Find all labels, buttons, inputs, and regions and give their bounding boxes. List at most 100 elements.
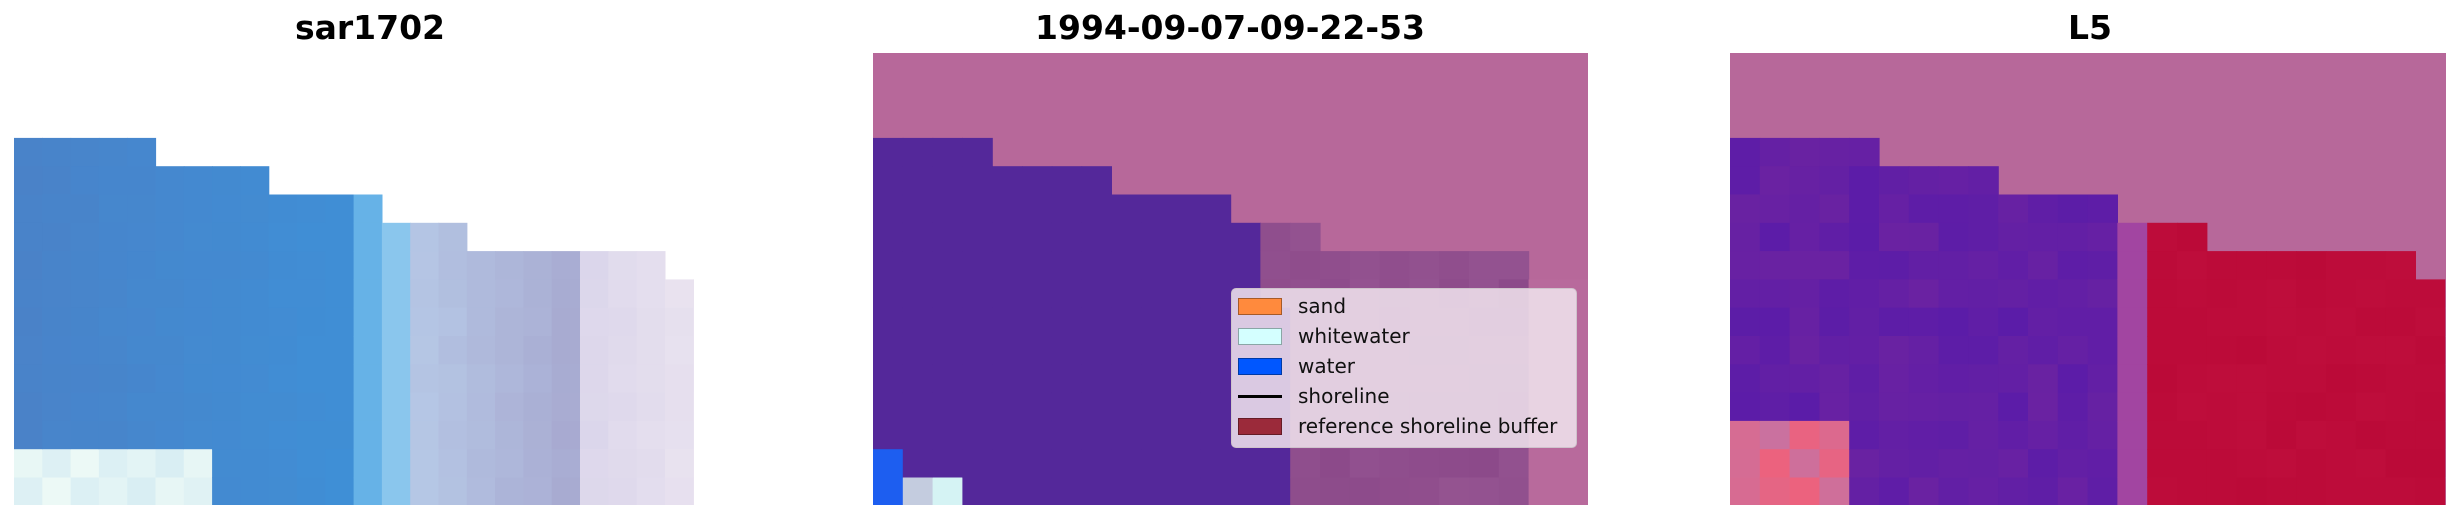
image-pixel: [962, 137, 993, 167]
image-pixel: [438, 449, 468, 479]
image-pixel: [1171, 449, 1202, 479]
image-pixel: [608, 420, 638, 450]
image-pixel: [2326, 364, 2357, 394]
image-pixel: [1879, 477, 1910, 505]
image-pixel: [2117, 222, 2148, 252]
image-pixel: [212, 477, 241, 505]
image-pixel: [2177, 477, 2208, 505]
image-pixel: [636, 392, 666, 422]
image-pixel: [2326, 477, 2357, 505]
image-pixel: [2385, 420, 2416, 450]
image-pixel: [2087, 307, 2118, 337]
image-pixel: [1789, 194, 1820, 224]
image-pixel: [992, 307, 1023, 337]
image-pixel: [551, 392, 581, 422]
image-pixel: [1469, 477, 1500, 505]
image-pixel: [1290, 251, 1321, 280]
image-pixel: [268, 477, 298, 505]
image-pixel: [1968, 392, 1999, 422]
image-pixel: [1879, 194, 1910, 224]
legend: sand whitewater water shoreline referenc…: [1231, 288, 1577, 448]
image-pixel: [2266, 477, 2297, 505]
image-pixel: [2177, 307, 2208, 337]
image-pixel: [1111, 251, 1142, 280]
image-pixel: [1111, 364, 1142, 394]
image-pixel: [1051, 364, 1083, 394]
image-pixel: [240, 336, 270, 365]
image-pixel: [1141, 392, 1172, 422]
image-pixel: [1938, 449, 1969, 479]
image-pixel: [1141, 449, 1172, 479]
image-pixel: [1759, 251, 1791, 280]
image-pixel: [1051, 420, 1083, 450]
image-pixel: [127, 166, 157, 196]
image-pixel: [693, 392, 694, 422]
image-pixel: [42, 166, 72, 196]
image-pixel: [932, 392, 963, 422]
image-pixel: [2028, 477, 2059, 505]
image-pixel: [636, 364, 666, 394]
image-pixel: [2415, 449, 2446, 479]
image-pixel: [155, 307, 185, 337]
image-pixel: [70, 307, 100, 337]
image-pixel: [2028, 392, 2059, 422]
image-pixel: [1879, 307, 1910, 337]
image-pixel: [1111, 194, 1142, 224]
image-pixel: [1968, 279, 1999, 309]
image-pixel: [1968, 336, 1999, 365]
image-pixel: [1558, 449, 1588, 479]
image-pixel: [240, 251, 270, 280]
image-pixel: [1022, 449, 1053, 479]
image-pixel: [1081, 477, 1112, 505]
image-pixel: [155, 166, 185, 196]
image-pixel: [14, 420, 43, 450]
image-pixel: [1730, 251, 1761, 280]
image-pixel: [1849, 279, 1880, 309]
image-pixel: [297, 194, 326, 224]
image-pixel: [2445, 279, 2446, 309]
image-pixel: [2087, 251, 2118, 280]
image-pixel: [873, 222, 904, 252]
image-pixel: [98, 420, 128, 450]
image-pixel: [1260, 449, 1291, 479]
image-pixel: [1051, 279, 1083, 309]
image-pixel: [1819, 307, 1850, 337]
image-pixel: [353, 222, 383, 252]
image-pixel: [495, 279, 524, 309]
image-pixel: [1998, 449, 2029, 479]
image-pixel: [932, 336, 963, 365]
image-pixel: [183, 336, 213, 365]
image-pixel: [1081, 222, 1112, 252]
image-pixel: [183, 449, 213, 479]
image-pixel: [1908, 449, 1940, 479]
image-pixel: [1111, 222, 1142, 252]
image-pixel: [992, 364, 1023, 394]
image-pixel: [1200, 222, 1232, 252]
image-pixel: [268, 392, 298, 422]
image-pixel: [2117, 251, 2148, 280]
image-pixel: [1998, 477, 2029, 505]
image-pixel: [1290, 449, 1321, 479]
image-pixel: [183, 307, 213, 337]
image-pixel: [1938, 420, 1969, 450]
image-pixel: [1730, 449, 1761, 479]
image-pixel: [1320, 477, 1351, 505]
image-pixel: [438, 279, 468, 309]
image-pixel: [664, 477, 694, 505]
image-pixel: [1938, 279, 1969, 309]
image-pixel: [1968, 194, 1999, 224]
image-pixel: [2087, 449, 2118, 479]
image-pixel: [1819, 194, 1850, 224]
image-pixel: [523, 449, 553, 479]
image-pixel: [1730, 477, 1761, 505]
image-pixel: [1200, 336, 1232, 365]
image-pixel: [1081, 279, 1112, 309]
image-pixel: [992, 166, 1023, 196]
image-pixel: [1938, 222, 1969, 252]
image-pixel: [353, 392, 383, 422]
image-pixel: [1051, 194, 1083, 224]
image-pixel: [1908, 477, 1940, 505]
image-pixel: [932, 222, 963, 252]
image-pixel: [2117, 336, 2148, 365]
image-pixel: [664, 336, 694, 365]
